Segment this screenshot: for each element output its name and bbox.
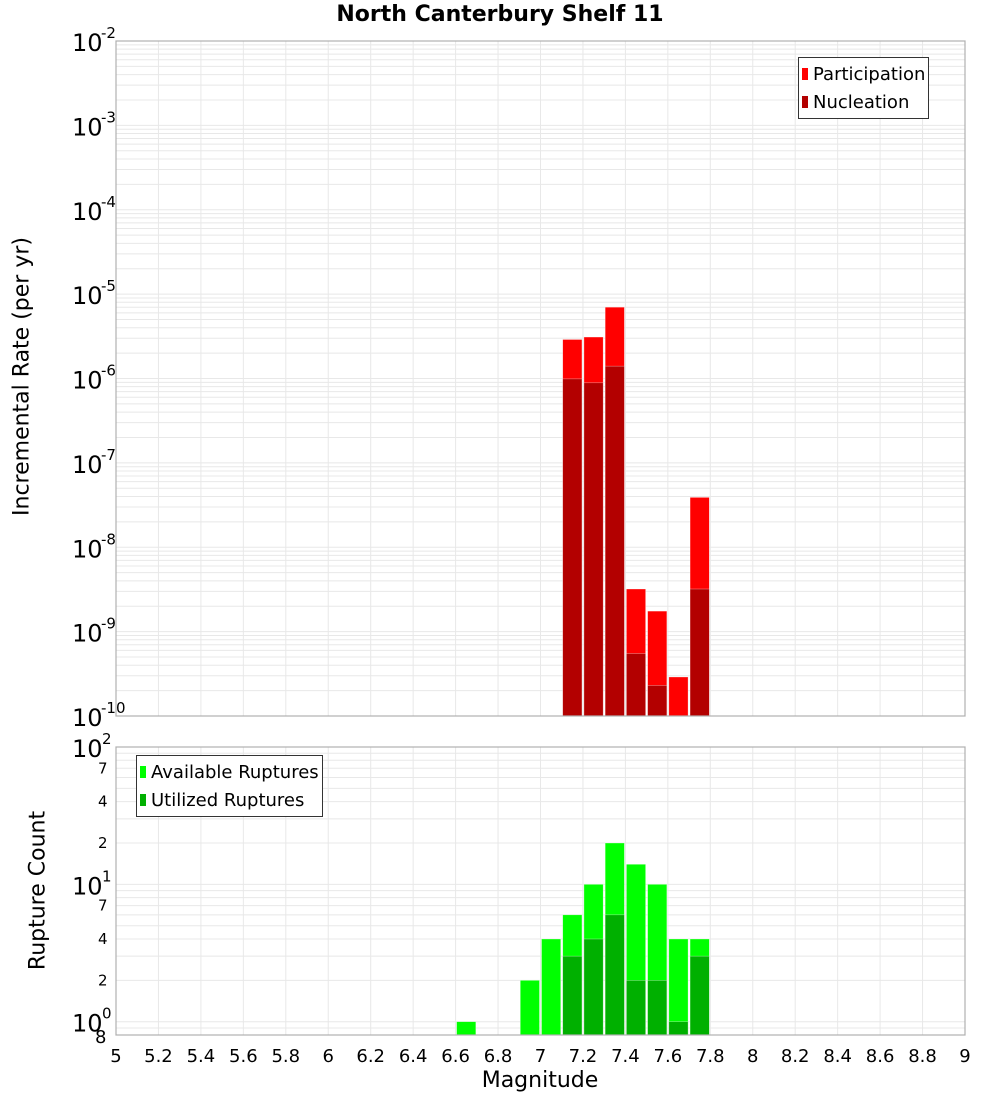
legend-label: Utilized Ruptures	[151, 789, 305, 811]
legend-item-available: Available Ruptures	[140, 758, 319, 786]
y-minor-tick-label: 7	[98, 759, 108, 777]
x-tick-label: 7.4	[611, 1046, 640, 1067]
bar-utilized-ruptures	[647, 980, 668, 1036]
bar-available-ruptures	[519, 980, 540, 1036]
bottom-legend: Available Ruptures Utilized Ruptures	[136, 755, 323, 817]
y-tick-label: 10	[72, 451, 103, 479]
x-tick-label: 5.6	[229, 1046, 258, 1067]
legend-item-utilized: Utilized Ruptures	[140, 786, 319, 814]
bar-utilized-ruptures	[689, 955, 710, 1036]
x-tick-label: 7	[535, 1046, 546, 1067]
y-tick-label: 10	[72, 535, 103, 563]
y-minor-tick-label: 4	[98, 930, 108, 948]
y-tick-label: 10	[72, 1010, 103, 1038]
plot-area	[115, 40, 966, 717]
x-tick-label: 8	[747, 1046, 758, 1067]
x-tick-label: 6.4	[399, 1046, 428, 1067]
bar-utilized-ruptures	[604, 914, 625, 1036]
y-tick-label: 10	[72, 367, 103, 395]
legend-label: Available Ruptures	[151, 761, 319, 783]
y-tick-exponent: 0	[102, 1005, 112, 1023]
participation-swatch-icon	[802, 68, 808, 80]
y-tick-label: 10	[72, 735, 103, 763]
bar-utilized-ruptures	[562, 955, 583, 1036]
y-tick-exponent: -8	[101, 530, 116, 548]
x-tick-label: 6.2	[356, 1046, 385, 1067]
available-swatch-icon	[140, 766, 146, 778]
x-tick-label: 7.6	[654, 1046, 683, 1067]
y-tick-label: 10	[72, 198, 103, 226]
x-tick-label: 5.8	[271, 1046, 300, 1067]
y-tick-exponent: -7	[101, 446, 116, 464]
x-tick-label: 6	[323, 1046, 334, 1067]
y-tick-label: 10	[72, 872, 103, 900]
y-minor-tick-label: 2	[98, 971, 108, 989]
plot-area	[115, 746, 966, 1036]
y-minor-tick-label: 4	[98, 793, 108, 811]
bar-utilized-ruptures	[583, 938, 604, 1036]
y-minor-tick-label: 2	[98, 834, 108, 852]
utilized-swatch-icon	[140, 794, 146, 806]
y-tick-exponent: -5	[101, 277, 116, 295]
x-axis-label: Magnitude	[481, 1068, 599, 1093]
y-minor-tick-label: 8	[95, 1027, 106, 1048]
bar-utilized-ruptures	[626, 980, 646, 1036]
bar-available-ruptures	[456, 1021, 477, 1036]
x-tick-label: 7.2	[569, 1046, 598, 1067]
bar-participation	[668, 676, 689, 717]
x-tick-label: 8.8	[908, 1046, 937, 1067]
x-tick-label: 5.2	[144, 1046, 173, 1067]
bar-utilized-ruptures	[668, 1021, 689, 1036]
y-tick-exponent: -9	[101, 615, 116, 633]
top-legend: Participation Nucleation	[798, 57, 930, 119]
y-tick-label: 10	[72, 29, 103, 57]
bar-available-ruptures	[541, 938, 562, 1036]
x-tick-label: 8.6	[866, 1046, 895, 1067]
bar-nucleation	[583, 382, 604, 717]
bar-nucleation	[689, 588, 710, 717]
x-tick-label: 6.6	[441, 1046, 470, 1067]
x-tick-label: 8.2	[781, 1046, 810, 1067]
y-tick-label: 10	[72, 282, 103, 310]
y-tick-exponent: -6	[101, 362, 116, 380]
top-y-axis-label: Incremental Rate (per yr)	[9, 237, 35, 516]
y-tick-exponent: -2	[101, 24, 116, 42]
y-tick-label: 10	[72, 113, 103, 141]
x-tick-label: 6.8	[484, 1046, 513, 1067]
y-minor-tick-label: 7	[98, 897, 108, 915]
legend-label: Participation	[813, 63, 926, 85]
bar-nucleation	[626, 653, 646, 717]
bar-available-ruptures	[668, 938, 689, 1036]
x-tick-label: 5.4	[187, 1046, 216, 1067]
legend-label: Nucleation	[813, 91, 910, 113]
y-tick-exponent: -4	[101, 193, 116, 211]
y-tick-exponent: -3	[101, 108, 116, 126]
x-tick-label: 9	[959, 1046, 970, 1067]
bottom-y-axis-label: Rupture Count	[25, 810, 51, 971]
bar-nucleation	[647, 685, 668, 717]
y-tick-label: 10	[72, 620, 103, 648]
x-tick-label: 5	[110, 1046, 121, 1067]
y-tick-exponent: -10	[101, 699, 126, 717]
y-tick-label: 10	[72, 704, 103, 732]
bar-nucleation	[562, 378, 583, 717]
legend-item-participation: Participation	[802, 60, 925, 88]
y-tick-exponent: 1	[102, 867, 112, 885]
x-tick-label: 8.4	[823, 1046, 852, 1067]
chart-title: North Canterbury Shelf 11	[336, 2, 664, 27]
nucleation-swatch-icon	[802, 96, 808, 108]
bar-nucleation	[604, 365, 625, 717]
legend-item-nucleation: Nucleation	[802, 88, 925, 116]
y-tick-exponent: 2	[102, 730, 112, 748]
x-tick-label: 7.8	[696, 1046, 725, 1067]
